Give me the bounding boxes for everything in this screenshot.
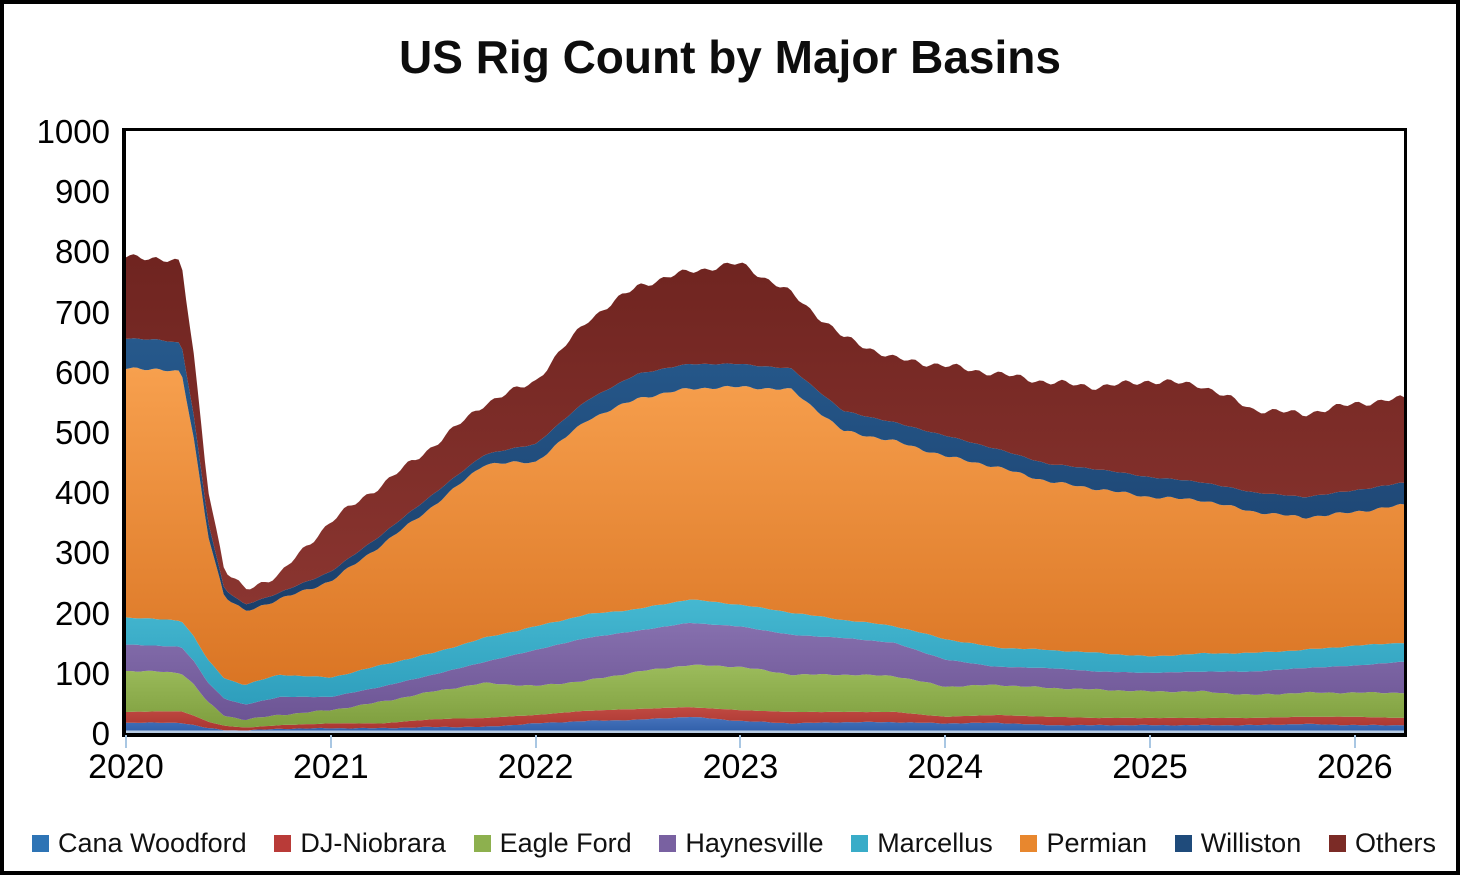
y-tick-label: 500: [54, 414, 110, 451]
legend-label: Cana Woodford: [58, 827, 247, 858]
legend-item: Eagle Ford: [473, 827, 632, 859]
legend-label: DJ-Niobrara: [300, 827, 446, 858]
x-tick-label: 2021: [292, 748, 369, 786]
legend-swatch-icon: [274, 834, 292, 852]
y-tick-label: 100: [54, 654, 110, 692]
y-tick-label: 0: [91, 715, 110, 752]
legend-label: Williston: [1200, 827, 1302, 858]
legend-swatch-icon: [1328, 834, 1346, 852]
legend-swatch-icon: [659, 834, 677, 852]
legend-swatch-icon: [1020, 834, 1038, 852]
y-tick-label: 700: [54, 293, 110, 331]
x-tick-label: 2020: [88, 748, 164, 786]
y-tick-label: 1000: [36, 113, 110, 150]
x-tick-mark: [1353, 735, 1356, 748]
x-tick-label: 2023: [702, 748, 779, 786]
y-tick-label: 200: [54, 594, 110, 632]
area-series-dj-niobrara: [126, 707, 1404, 731]
legend-label: Haynesville: [685, 827, 824, 858]
x-tick-mark: [739, 735, 742, 748]
area-series-cana-woodford: [126, 717, 1404, 733]
stacked-area-plot: [126, 254, 1404, 733]
x-tick-mark: [329, 735, 332, 748]
legend-item: Permian: [1020, 828, 1147, 859]
y-tick-label: 300: [54, 534, 110, 572]
y-tick-label: 600: [54, 353, 110, 391]
area-series-permian: [126, 367, 1404, 685]
legend-item: Haynesville: [659, 828, 823, 859]
x-axis-baseline: [126, 730, 1404, 733]
x-tick-label: 2026: [1317, 748, 1393, 786]
y-tick-label: 900: [54, 173, 110, 211]
legend-item: Others: [1328, 827, 1436, 859]
x-tick-label: 2024: [907, 748, 984, 786]
x-tick-mark: [1149, 735, 1152, 748]
legend-label: Eagle Ford: [499, 827, 632, 858]
legend-label: Others: [1354, 827, 1436, 858]
legend-item: Williston: [1174, 827, 1302, 859]
x-tick-mark: [944, 735, 947, 748]
x-tick-label: 2022: [497, 748, 574, 786]
area-series-others: [126, 254, 1404, 605]
legend-item: DJ-Niobrara: [274, 828, 446, 859]
area-series-marcellus: [126, 599, 1404, 705]
plot-area: [122, 128, 1407, 737]
area-series-haynesville: [126, 622, 1404, 720]
legend: Cana Woodford DJ-Niobrara Eagle Ford Haynes…: [4, 822, 1456, 864]
legend-swatch-icon: [1174, 834, 1192, 852]
legend-swatch-icon: [32, 834, 49, 852]
y-tick-label: 400: [54, 474, 110, 512]
legend-label: Marcellus: [877, 827, 993, 858]
area-series-eagle-ford: [126, 664, 1404, 728]
legend-label: Permian: [1046, 827, 1147, 858]
x-tick-mark: [125, 735, 127, 748]
legend-item: Cana Woodford: [32, 828, 247, 859]
x-tick-mark: [534, 735, 537, 748]
legend-item: Marcellus: [851, 828, 993, 859]
x-tick-label: 2025: [1112, 748, 1188, 786]
legend-swatch-icon: [473, 834, 491, 852]
chart-title: US Rig Count by Major Basins: [399, 31, 1061, 83]
y-tick-label: 800: [54, 233, 110, 271]
legend-swatch-icon: [851, 834, 869, 852]
